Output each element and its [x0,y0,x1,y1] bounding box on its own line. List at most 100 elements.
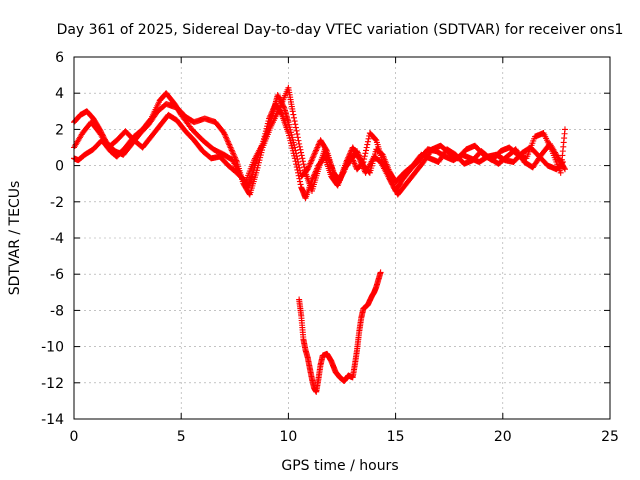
data-point [230,151,237,158]
data-point [307,158,314,165]
data-point [357,155,364,162]
data-point [226,141,233,148]
data-point [299,155,306,162]
data-point [306,161,313,168]
y-tick-label: -8 [50,303,64,319]
data-point [295,137,302,144]
y-axis-label: SDTVAR / TECUs [7,181,23,296]
data-point [266,115,273,122]
data-point [299,158,306,165]
x-tick-label: 10 [279,429,297,445]
y-tick-label: -12 [41,376,64,392]
data-point [278,110,285,117]
data-point [268,111,275,118]
data-point [392,185,399,192]
data-point [295,172,302,179]
y-tick-label: -10 [41,340,64,356]
data-point [229,148,236,155]
y-tick-label: 0 [55,159,64,175]
data-point [296,143,303,150]
data-point [312,148,319,155]
data-point [308,157,315,164]
data-point [311,150,318,157]
y-tick-label: -6 [50,267,64,283]
data-point [301,164,308,171]
x-tick-label: 25 [601,429,619,445]
x-tick-label: 5 [177,429,186,445]
chart-title: Day 361 of 2025, Sidereal Day-to-day VTE… [57,22,624,38]
x-tick-label: 0 [70,429,79,445]
data-point [292,121,299,128]
x-tick-label: 15 [387,429,405,445]
data-point [298,149,305,156]
x-axis-label: GPS time / hours [281,458,398,474]
data-point [221,130,228,137]
data-point [291,144,298,151]
y-tick-label: -2 [50,195,64,211]
data-point [357,156,364,163]
data-point [361,153,368,160]
data-point [296,175,303,182]
data-point [293,161,300,168]
data-point [390,182,397,189]
data-point [314,144,321,151]
data-point [355,151,362,158]
data-point [305,164,312,171]
data-point [310,174,317,181]
data-point [391,184,398,191]
data-point [295,169,302,176]
series-track-d [296,269,384,395]
data-point [228,147,235,154]
y-tick-label: 4 [55,86,64,102]
data-point [355,152,362,159]
y-tick-label: 6 [55,50,64,66]
data-point [310,172,317,179]
data-point [294,131,301,138]
data-point [291,155,298,162]
data-point [227,144,234,151]
data-point [358,158,365,165]
data-point [561,126,568,133]
data-point [365,135,372,142]
data-point [232,154,239,161]
data-point [296,178,303,185]
data-point [307,160,314,167]
data-point [392,187,399,194]
y-tick-label: 2 [55,122,64,138]
y-tick-label: -14 [41,412,64,428]
data-point [246,190,253,197]
data-point [309,156,316,163]
axis-ticks: 0 5 10 15 20 25 -14 -12 -10 -8 -6 -4 -2 0 2 4 6 [41,50,619,445]
data-point [292,124,299,131]
data-point [372,136,379,143]
data-point [309,175,316,182]
data-point [224,137,231,144]
data-point [296,140,303,147]
data-point [223,134,230,141]
data-point [293,164,300,171]
data-point [312,169,319,176]
data-point [266,114,273,121]
data-point [298,152,305,159]
data-point [313,145,320,152]
gridlines [74,57,610,419]
data-point [297,146,304,153]
data-point [223,135,230,142]
data-point [230,150,237,157]
data-point [292,158,299,165]
data-point [354,148,361,155]
data-point [233,157,240,164]
data-point [363,147,370,154]
data-point [224,138,231,145]
data-point [301,166,308,173]
data-point [269,108,276,115]
data-point [352,161,359,168]
data-point [225,140,232,147]
data-point [311,151,318,158]
y-tick-label: -4 [50,231,64,247]
data-point [321,154,328,161]
data-point [267,112,274,119]
data-point [561,166,568,173]
data-point [377,269,384,276]
